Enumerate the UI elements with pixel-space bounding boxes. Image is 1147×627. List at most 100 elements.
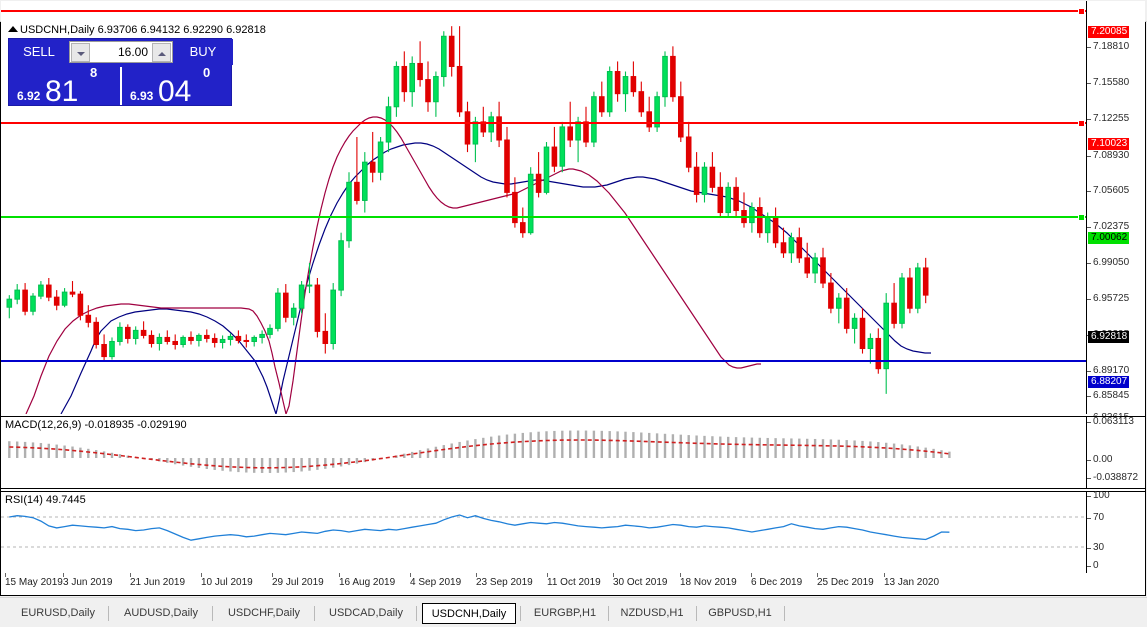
tab-divider <box>108 606 109 621</box>
date-tick-mark <box>201 573 202 577</box>
sell-price-display[interactable]: 6.92 81 8 <box>9 65 120 108</box>
rsi-pane[interactable]: RSI(14) 49.7445 <box>1 491 1086 573</box>
volume-input[interactable]: 16.00 <box>69 41 173 63</box>
rsi-tick-label: 100 <box>1093 490 1110 501</box>
rsi-tick-label: 70 <box>1093 512 1105 523</box>
macd-tick-mark <box>1087 422 1091 423</box>
buy-price-display[interactable]: 6.93 04 0 <box>122 65 233 108</box>
chart-tab-eurusd-daily[interactable]: EURUSD,Daily <box>21 607 95 619</box>
date-tick-label: 25 Dec 2019 <box>817 577 874 588</box>
rsi-line <box>9 514 950 541</box>
macd-histogram <box>8 430 951 473</box>
price-tick-mark <box>1087 371 1091 372</box>
price-tick-mark <box>1087 83 1091 84</box>
chart-tab-nzdusd-h1[interactable]: NZDUSD,H1 <box>620 607 684 619</box>
date-tick-mark <box>476 573 477 577</box>
date-tick-mark <box>884 573 885 577</box>
one-click-trading-panel[interactable]: SELL 16.00 BUY 6.92 81 8 6.93 04 0 <box>8 38 233 108</box>
tab-divider <box>416 606 417 621</box>
rsi-tick-mark <box>1087 548 1091 549</box>
date-tick-mark <box>817 573 818 577</box>
tab-divider <box>212 606 213 621</box>
price-tick-label: 7.08930 <box>1093 150 1130 161</box>
price-axis[interactable]: 7.18810 7.15580 7.12255 7.08930 7.05605 7.023… <box>1086 1 1145 423</box>
price-divider <box>120 67 122 105</box>
price-marker-resistance[interactable]: 7.10023 <box>1088 138 1130 150</box>
chart-tab-eurgbp-h1[interactable]: EURGBP,H1 <box>533 607 597 619</box>
tab-divider <box>314 606 315 621</box>
ma-fast-line <box>25 116 761 414</box>
buy-price-fraction: 0 <box>203 65 211 80</box>
date-tick-label: 15 May 2019 <box>5 577 63 588</box>
resistance-line-720085[interactable] <box>1 10 1086 12</box>
volume-decrement-button[interactable] <box>71 43 90 62</box>
macd-tick-label: -0.038872 <box>1093 472 1139 483</box>
volume-value: 16.00 <box>117 45 148 59</box>
price-tick-label: 6.95725 <box>1093 293 1130 304</box>
date-tick-label: 29 Jul 2019 <box>272 577 324 588</box>
price-tick-label: 6.89170 <box>1093 365 1130 376</box>
sell-button[interactable]: SELL <box>9 39 69 65</box>
chart-tab-usdcnh-daily[interactable]: USDCNH,Daily <box>422 603 516 624</box>
rsi-label: RSI(14) 49.7445 <box>5 494 86 506</box>
date-tick-mark <box>410 573 411 577</box>
buy-button[interactable]: BUY <box>173 39 233 65</box>
date-tick-label: 11 Oct 2019 <box>547 577 601 588</box>
chart-tab-usdcad-daily[interactable]: USDCAD,Daily <box>329 607 403 619</box>
price-tick-mark <box>1087 263 1091 264</box>
buy-price-main: 04 <box>158 75 192 108</box>
chart-tabs-bar: EURUSD,Daily AUDUSD,Daily USDCHF,Daily USDC… <box>0 597 1147 627</box>
rsi-tick-mark <box>1087 518 1091 519</box>
date-axis: 15 May 2019 3 Jun 2019 21 Jun 2019 10 Jul 2… <box>1 573 1086 591</box>
macd-axis: 0.063113 0.00 -0.038872 <box>1086 416 1145 489</box>
support-handle-700062[interactable] <box>1078 214 1085 221</box>
rsi-tick-label: 0 <box>1093 560 1099 571</box>
chart-anchor-icon <box>8 26 18 32</box>
date-tick-label: 10 Jul 2019 <box>201 577 253 588</box>
sell-price-fraction: 8 <box>90 65 98 80</box>
trade-panel-top: SELL 16.00 BUY <box>9 39 233 65</box>
macd-tick-mark <box>1087 478 1091 479</box>
price-tick-mark <box>1087 156 1091 157</box>
tab-divider <box>784 606 785 621</box>
macd-pane[interactable]: MACD(12,26,9) -0.018935 -0.029190 <box>1 416 1086 489</box>
price-marker-support[interactable]: 6.88207 <box>1088 376 1130 388</box>
price-tick-label: 7.02375 <box>1093 221 1130 232</box>
chart-tab-audusd-daily[interactable]: AUDUSD,Daily <box>124 607 198 619</box>
price-marker-resistance[interactable]: 7.20085 <box>1088 26 1130 38</box>
macd-signal-line <box>9 439 950 469</box>
support-line-700062[interactable] <box>1 216 1086 218</box>
date-tick-mark <box>130 573 131 577</box>
price-tick-label: 6.85845 <box>1093 390 1130 401</box>
price-tick-label: 7.05605 <box>1093 185 1130 196</box>
macd-tick-mark <box>1087 460 1091 461</box>
support-line-688207[interactable] <box>1 360 1086 362</box>
macd-label: MACD(12,26,9) -0.018935 -0.029190 <box>5 419 187 431</box>
volume-increment-button[interactable] <box>152 43 171 62</box>
price-tick-mark <box>1087 191 1091 192</box>
tab-divider <box>520 606 521 621</box>
resistance-line-710023[interactable] <box>1 122 1086 124</box>
date-tick-mark <box>613 573 614 577</box>
date-tick-label: 18 Nov 2019 <box>680 577 737 588</box>
date-tick-label: 30 Oct 2019 <box>613 577 668 588</box>
resistance-handle-710023[interactable] <box>1078 120 1085 127</box>
date-tick-mark <box>751 573 752 577</box>
macd-tick-label: 0.063113 <box>1093 416 1134 427</box>
price-marker-current[interactable]: 6.92818 <box>1088 331 1130 343</box>
chart-tab-usdchf-daily[interactable]: USDCHF,Daily <box>227 607 301 619</box>
resistance-handle-720085[interactable] <box>1078 8 1085 15</box>
tab-divider <box>608 606 609 621</box>
chart-tab-gbpusd-h1[interactable]: GBPUSD,H1 <box>708 607 772 619</box>
date-tick-label: 4 Sep 2019 <box>410 577 462 588</box>
date-tick-mark <box>63 573 64 577</box>
date-tick-label: 16 Aug 2019 <box>339 577 396 588</box>
chart-title: USDCNH,Daily 6.93706 6.94132 6.92290 6.9… <box>20 24 266 36</box>
price-tick-label: 7.18810 <box>1093 41 1130 52</box>
price-marker-support[interactable]: 7.00062 <box>1088 232 1130 244</box>
price-tick-mark <box>1087 299 1091 300</box>
buy-price-prefix: 6.93 <box>130 89 154 103</box>
date-tick-label: 21 Jun 2019 <box>130 577 186 588</box>
price-tick-label: 7.15580 <box>1093 77 1130 88</box>
